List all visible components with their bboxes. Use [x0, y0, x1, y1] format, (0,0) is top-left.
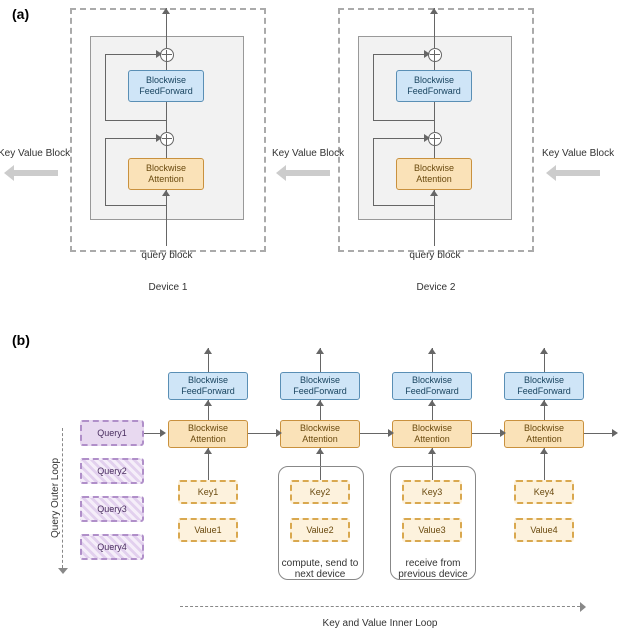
c3-a1 [428, 348, 436, 354]
q1-to-attn-arrow [160, 429, 166, 437]
d2-res-arrow2 [424, 134, 430, 142]
c2-a3 [316, 448, 324, 454]
d1-line2 [166, 60, 167, 70]
panel-a-label: (a) [12, 6, 29, 22]
d2-res-v1 [373, 54, 374, 120]
kv-arrow-1 [14, 170, 58, 176]
query-2: Query2 [80, 458, 144, 484]
d2-res-h3 [373, 205, 434, 206]
device-2-name: Device 2 [408, 282, 464, 293]
d2-line [434, 8, 435, 48]
query-outer-loop-arrow [62, 428, 63, 568]
c2-a2 [316, 400, 324, 406]
device-2-oplus-top [428, 48, 442, 62]
col4-value: Value4 [514, 518, 574, 542]
d1-res-h1 [105, 120, 166, 121]
col1-key: Key1 [178, 480, 238, 504]
col1-value: Value1 [178, 518, 238, 542]
d1-arrow-into-attn [162, 190, 170, 196]
d2-line2 [434, 60, 435, 70]
d2-res-h1 [373, 120, 434, 121]
col4-attn: Blockwise Attention [504, 420, 584, 448]
c1-a2 [204, 400, 212, 406]
query-1: Query1 [80, 420, 144, 446]
group-receive-label: receive from previous device [386, 558, 480, 580]
col2-ff: Blockwise FeedForward [280, 372, 360, 400]
kv-arrow-3 [556, 170, 600, 176]
device-2-oplus-mid [428, 132, 442, 146]
device-1-oplus-mid [160, 132, 174, 146]
d1-res-h4 [105, 138, 160, 139]
kv-arrow-2 [286, 170, 330, 176]
d2-res-v2 [373, 138, 374, 205]
d2-line4 [434, 144, 435, 158]
c1-a3 [204, 448, 212, 454]
d1-line [166, 8, 167, 48]
c2-a1 [316, 348, 324, 354]
d1-line3 [166, 102, 167, 132]
col3-ff: Blockwise FeedForward [392, 372, 472, 400]
col4-ff: Blockwise FeedForward [504, 372, 584, 400]
c3-a3 [428, 448, 436, 454]
col1-ff: Blockwise FeedForward [168, 372, 248, 400]
d1-res-arrow1 [156, 50, 162, 58]
d2-res-h2 [373, 54, 428, 55]
d1-res-h2 [105, 54, 160, 55]
d2-res-arrow1 [424, 50, 430, 58]
d1-line5 [166, 190, 167, 246]
d1-res-v1 [105, 54, 106, 120]
query-outer-loop-label: Query Outer Loop [50, 458, 61, 538]
device-1-ff: Blockwise FeedForward [128, 70, 204, 102]
query-3: Query3 [80, 496, 144, 522]
c3-a2 [428, 400, 436, 406]
d2-arrow-top-out [430, 8, 438, 14]
h-attn-34-arrow [500, 429, 506, 437]
d2-line3 [434, 102, 435, 132]
d1-res-arrow2 [156, 134, 162, 142]
d2-res-h4 [373, 138, 428, 139]
col2-attn: Blockwise Attention [280, 420, 360, 448]
d1-res-h3 [105, 205, 166, 206]
col4-key: Key4 [514, 480, 574, 504]
c1-a1 [204, 348, 212, 354]
device-1-oplus-top [160, 48, 174, 62]
device-2-ff: Blockwise FeedForward [396, 70, 472, 102]
inner-loop-arrow [180, 606, 580, 607]
d1-arrow-top-out [162, 8, 170, 14]
d2-arrow-into-attn [430, 190, 438, 196]
col3-attn: Blockwise Attention [392, 420, 472, 448]
device-1-query-label: query block [132, 250, 202, 261]
c4-a1 [540, 348, 548, 354]
c4-a3 [540, 448, 548, 454]
d1-line4 [166, 144, 167, 158]
d1-res-v2 [105, 138, 106, 205]
kv-label-2: Key Value Block [272, 148, 352, 159]
c4-a2 [540, 400, 548, 406]
h-attn-23-arrow [388, 429, 394, 437]
device-1-attn: Blockwise Attention [128, 158, 204, 190]
device-1-name: Device 1 [140, 282, 196, 293]
inner-loop-label: Key and Value Inner Loop [300, 618, 460, 629]
device-2-query-label: query block [400, 250, 470, 261]
kv-label-3: Key Value Block [542, 148, 622, 159]
panel-b-label: (b) [12, 332, 30, 348]
group-compute-label: compute, send to next device [270, 558, 370, 580]
query-4: Query4 [80, 534, 144, 560]
kv-label-1: Key Value Block [0, 148, 78, 159]
d2-line5 [434, 190, 435, 246]
h-attn-12-arrow [276, 429, 282, 437]
device-2-attn: Blockwise Attention [396, 158, 472, 190]
h-attn-4out-arrow [612, 429, 618, 437]
col1-attn: Blockwise Attention [168, 420, 248, 448]
